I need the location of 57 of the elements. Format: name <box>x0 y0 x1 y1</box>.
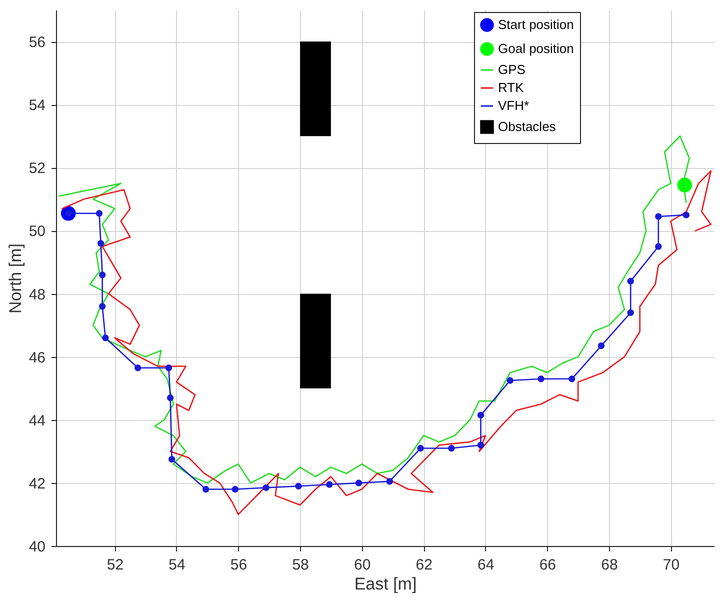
point <box>98 272 106 278</box>
point <box>477 412 484 418</box>
x-tick-label: 58 <box>292 556 309 574</box>
point <box>627 309 634 316</box>
point <box>627 278 634 284</box>
point <box>166 394 174 402</box>
x-tick-label: 56 <box>230 556 248 574</box>
point <box>262 484 270 492</box>
point <box>655 243 662 250</box>
point <box>232 486 239 493</box>
x-tick-label: 60 <box>354 556 371 574</box>
legend-label: Obstacles <box>498 119 556 134</box>
x-tick-label: 68 <box>601 556 618 574</box>
x-tick-label: 70 <box>662 556 680 574</box>
y-axis-title: North [m] <box>6 244 25 314</box>
y-tick-label: 56 <box>28 34 46 52</box>
point <box>202 486 210 493</box>
y-tick-label: 50 <box>28 223 46 240</box>
y-tick-label: 52 <box>28 160 46 178</box>
point <box>538 376 544 382</box>
legend-label: GPS <box>498 62 526 77</box>
point <box>97 240 104 247</box>
point <box>326 481 333 488</box>
legend-label: VFH* <box>498 98 530 113</box>
x-tick-label: 62 <box>416 556 432 574</box>
line-series <box>62 170 712 516</box>
y-tick-label: 54 <box>28 97 46 114</box>
point <box>168 456 176 463</box>
point <box>134 364 142 372</box>
point <box>165 364 172 372</box>
y-tick-label: 44 <box>28 412 46 430</box>
point <box>98 303 106 310</box>
point <box>655 213 662 220</box>
point <box>682 212 690 218</box>
point <box>448 444 455 452</box>
point <box>598 342 605 350</box>
x-tick-label: 54 <box>168 556 186 574</box>
y-tick-label: 40 <box>28 538 46 556</box>
point <box>417 444 424 452</box>
legend-label: RTK <box>498 80 524 95</box>
x-tick-label: 66 <box>539 556 556 574</box>
x-tick-label: 64 <box>478 556 494 574</box>
y-tick-label: 46 <box>28 349 46 366</box>
point <box>96 210 103 217</box>
x-tick-label: 52 <box>106 556 124 574</box>
point <box>506 377 514 384</box>
point <box>355 480 362 486</box>
legend-label: Goal position <box>498 41 574 56</box>
point <box>477 442 484 448</box>
point <box>386 478 393 485</box>
point <box>295 482 302 490</box>
point <box>102 334 109 342</box>
y-tick-label: 48 <box>28 286 46 304</box>
x-axis-title: East [m] <box>354 574 417 594</box>
point <box>568 376 576 382</box>
y-tick-label: 42 <box>28 475 46 492</box>
legend-label: Start position <box>498 17 574 32</box>
